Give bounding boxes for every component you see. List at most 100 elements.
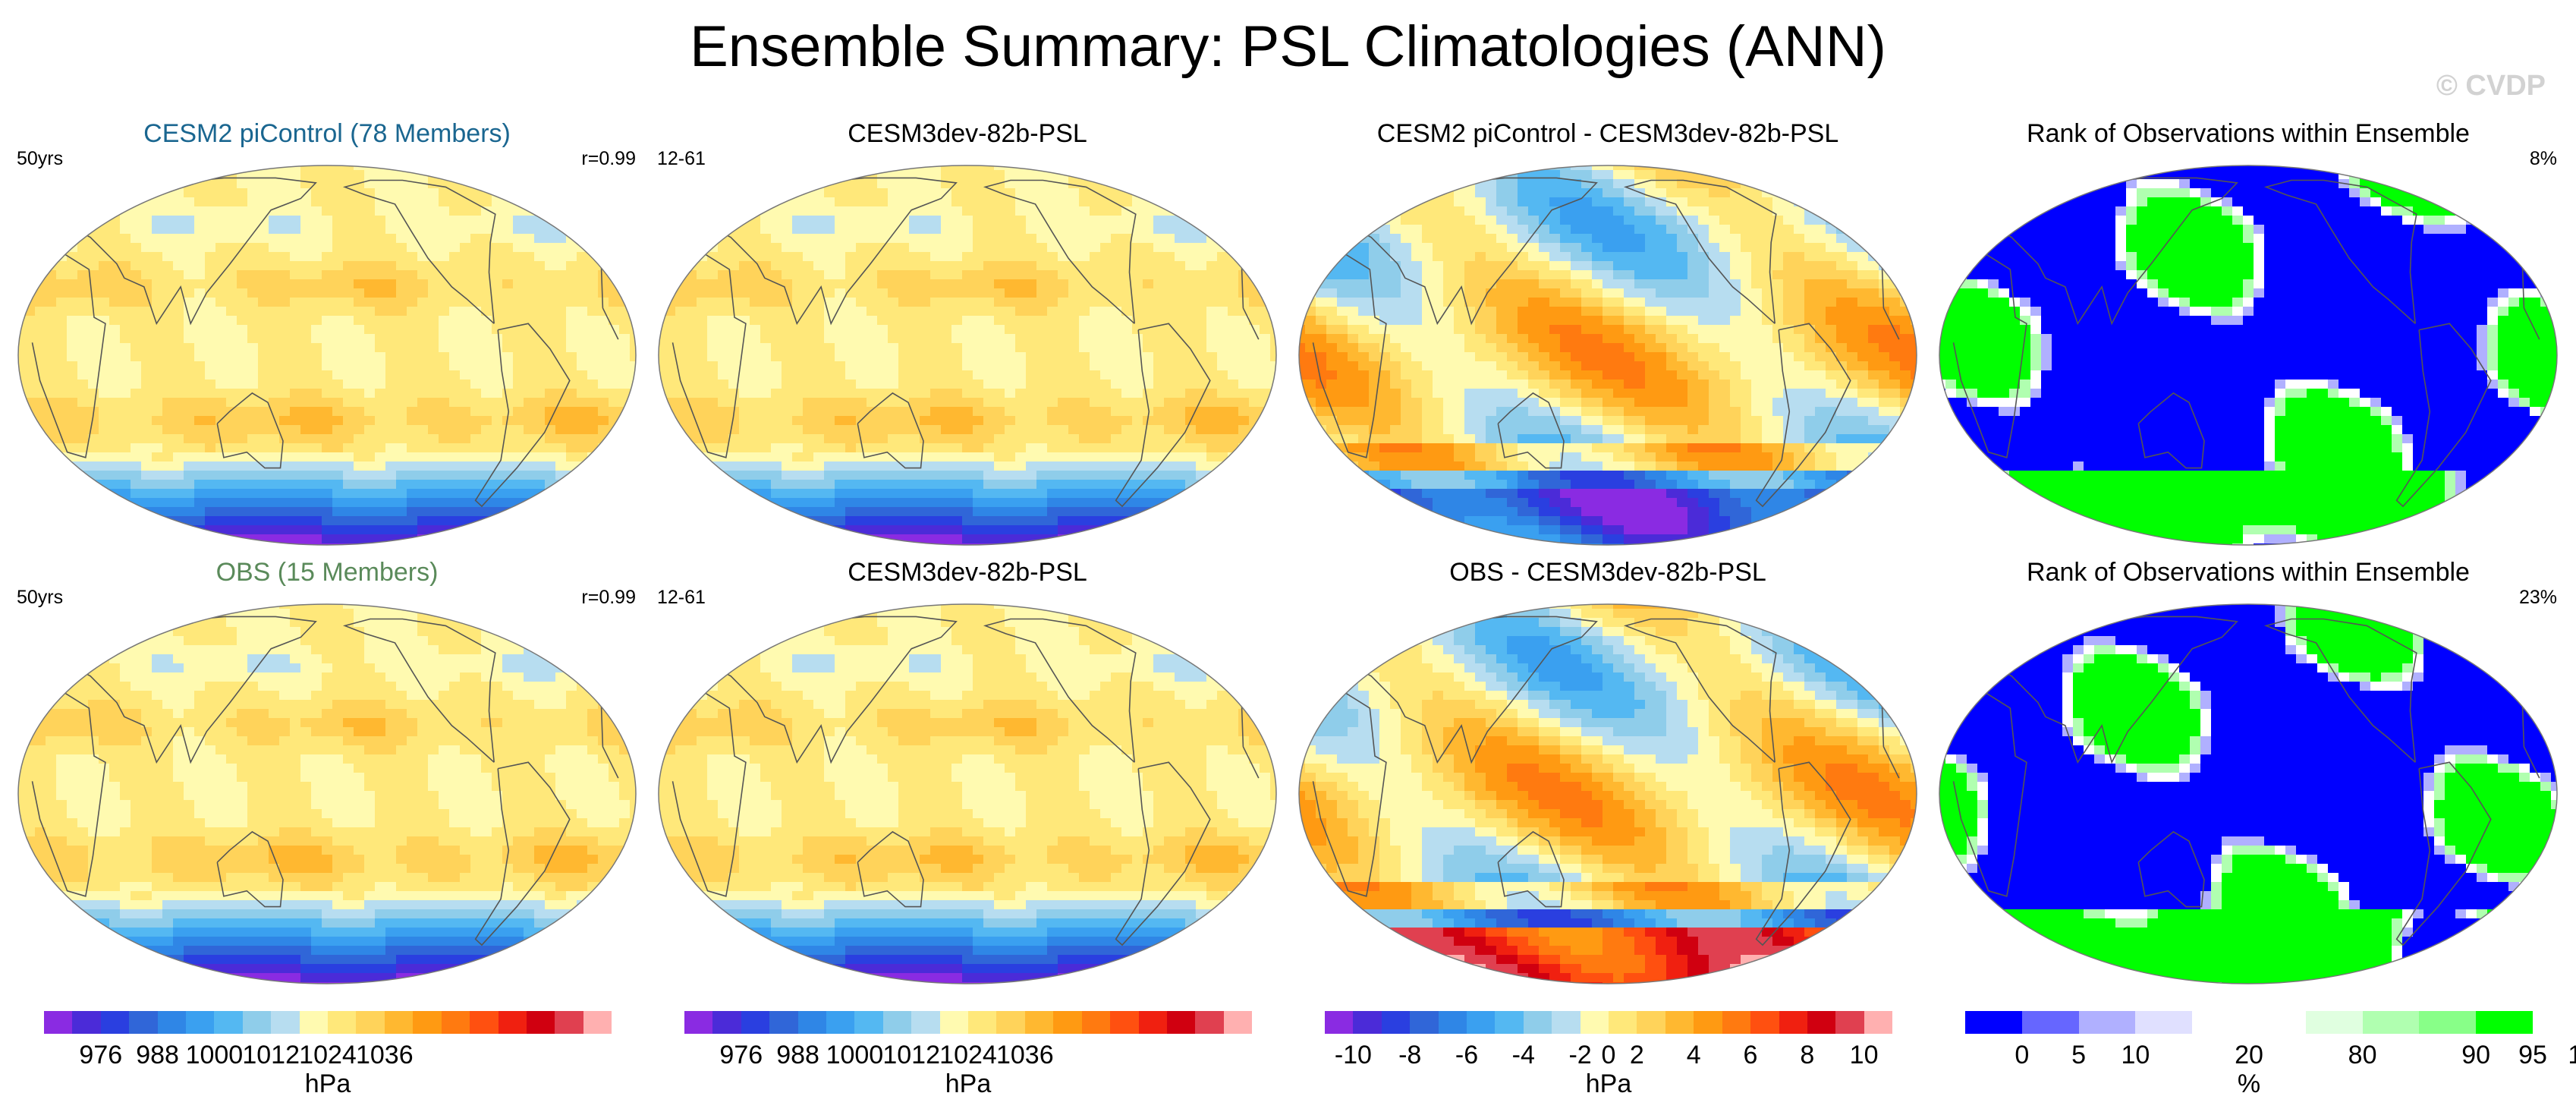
- colorbar-tick-label: 988: [136, 1040, 179, 1070]
- coastline: [983, 179, 1137, 324]
- colorbar-box: [1410, 1011, 1439, 1034]
- colorbar-box: [129, 1011, 158, 1034]
- colorbar-box: [1665, 1011, 1694, 1034]
- colorbar-tick-label: 90: [2461, 1040, 2490, 1070]
- colorbar-box: [939, 1011, 969, 1034]
- colorbar-tick-label: -2: [1568, 1040, 1591, 1070]
- colorbar-box: [2192, 1011, 2249, 1034]
- colorbar: 976 988 1000 1012 1024 1036 hPa: [684, 1011, 1253, 1106]
- colorbar-box: [1138, 1011, 1167, 1034]
- map-border: [658, 165, 1277, 546]
- coastline: [474, 761, 571, 946]
- colorbar-boxes: [44, 1011, 612, 1034]
- colorbar-box: [242, 1011, 272, 1034]
- colorbar-tick-label: 10: [1850, 1040, 1879, 1070]
- coastline: [1623, 179, 1777, 324]
- colorbar-box: [882, 1011, 912, 1034]
- colorbar-box: [1637, 1011, 1665, 1034]
- colorbar-box: [328, 1011, 357, 1034]
- map-panel: [658, 165, 1277, 546]
- colorbar-box: [2362, 1011, 2420, 1034]
- colorbar-box: [157, 1011, 187, 1034]
- map-border: [1298, 165, 1917, 546]
- colorbar-box: [1750, 1011, 1779, 1034]
- colorbar-tick-label: 1000: [186, 1040, 244, 1070]
- colorbar-tick-label: 0: [1602, 1040, 1616, 1070]
- colorbar-box: [1722, 1011, 1751, 1034]
- coastline: [1497, 830, 1565, 908]
- colorbar-box: [1353, 1011, 1382, 1034]
- map-field: [1939, 165, 2557, 545]
- colorbar-box: [498, 1011, 527, 1034]
- page-title: Ensemble Summary: PSL Climatologies (ANN…: [0, 11, 2576, 83]
- colorbar-tick-label: 988: [776, 1040, 819, 1070]
- colorbar-box: [555, 1011, 583, 1034]
- coastline: [474, 323, 571, 508]
- colorbar-box: [1467, 1011, 1496, 1034]
- coastline: [2137, 830, 2205, 908]
- colorbar-tick-label: 10: [2121, 1040, 2150, 1070]
- panel-left-label: 12-61: [657, 586, 706, 609]
- map-field: [659, 604, 1276, 984]
- colorbar-box: [1325, 1011, 1354, 1034]
- colorbar-tick-label: -4: [1512, 1040, 1535, 1070]
- colorbar-box: [526, 1011, 555, 1034]
- coastline: [342, 618, 496, 763]
- coastline: [216, 830, 284, 908]
- colorbar-box: [186, 1011, 215, 1034]
- coastline: [1755, 323, 1851, 508]
- map-border: [1939, 603, 2558, 984]
- colorbar-tick-label: 1012: [242, 1040, 300, 1070]
- colorbar-box: [684, 1011, 713, 1034]
- colorbar-tick-label: 1024: [299, 1040, 357, 1070]
- colorbar: 976 988 1000 1012 1024 1036 hPa: [44, 1011, 612, 1106]
- coastline: [342, 179, 496, 324]
- colorbar-box: [712, 1011, 741, 1034]
- colorbar-box: [299, 1011, 329, 1034]
- colorbar-box: [1223, 1011, 1253, 1034]
- colorbar-box: [1081, 1011, 1111, 1034]
- colorbar-box: [1166, 1011, 1196, 1034]
- colorbar-tick-label: 4: [1687, 1040, 1701, 1070]
- map-panel: [658, 603, 1277, 984]
- panel-title: CESM2 piControl (78 Members): [14, 118, 640, 149]
- map-panel: [1939, 603, 2558, 984]
- colorbar-tick-label: 6: [1744, 1040, 1758, 1070]
- colorbar-tick-label: 2: [1630, 1040, 1644, 1070]
- colorbar-box: [911, 1011, 940, 1034]
- colorbar-tick-label: 100: [2568, 1040, 2576, 1070]
- panel-title: OBS - CESM3dev-82b-PSL: [1294, 557, 1921, 587]
- coastline: [2263, 618, 2417, 763]
- coastline: [2137, 392, 2205, 469]
- map-field: [1299, 165, 1917, 545]
- map-panel: [1298, 603, 1917, 984]
- panel-title: OBS (15 Members): [14, 557, 640, 587]
- colorbar-box: [2476, 1011, 2533, 1034]
- coastline: [1497, 392, 1565, 469]
- colorbar-box: [996, 1011, 1025, 1034]
- coastline: [983, 618, 1137, 763]
- colorbar-box: [470, 1011, 499, 1034]
- colorbar-box: [1053, 1011, 1082, 1034]
- panel-right-label: r=0.99: [473, 586, 636, 609]
- colorbar-tick-label: 8: [1800, 1040, 1814, 1070]
- map-border: [658, 603, 1277, 984]
- colorbar-box: [356, 1011, 385, 1034]
- colorbar-unit: hPa: [1586, 1069, 1632, 1099]
- colorbar-box: [854, 1011, 883, 1034]
- map-border: [1298, 603, 1917, 984]
- colorbar-tick-label: -8: [1398, 1040, 1421, 1070]
- map-border: [17, 603, 637, 984]
- map-border: [1939, 165, 2558, 546]
- colorbar-box: [384, 1011, 414, 1034]
- map-panel: [1298, 165, 1917, 546]
- colorbar-tick-label: 976: [719, 1040, 763, 1070]
- coastline: [1115, 761, 1211, 946]
- coastline: [1115, 323, 1211, 508]
- colorbar-box: [1523, 1011, 1552, 1034]
- coastline: [2395, 761, 2492, 946]
- colorbar-box: [583, 1011, 612, 1034]
- panel-right-label: r=0.99: [473, 147, 636, 170]
- colorbar: 0 5 10 20 80 90 95 100%: [1965, 1011, 2576, 1106]
- colorbar-tick-label: -10: [1335, 1040, 1372, 1070]
